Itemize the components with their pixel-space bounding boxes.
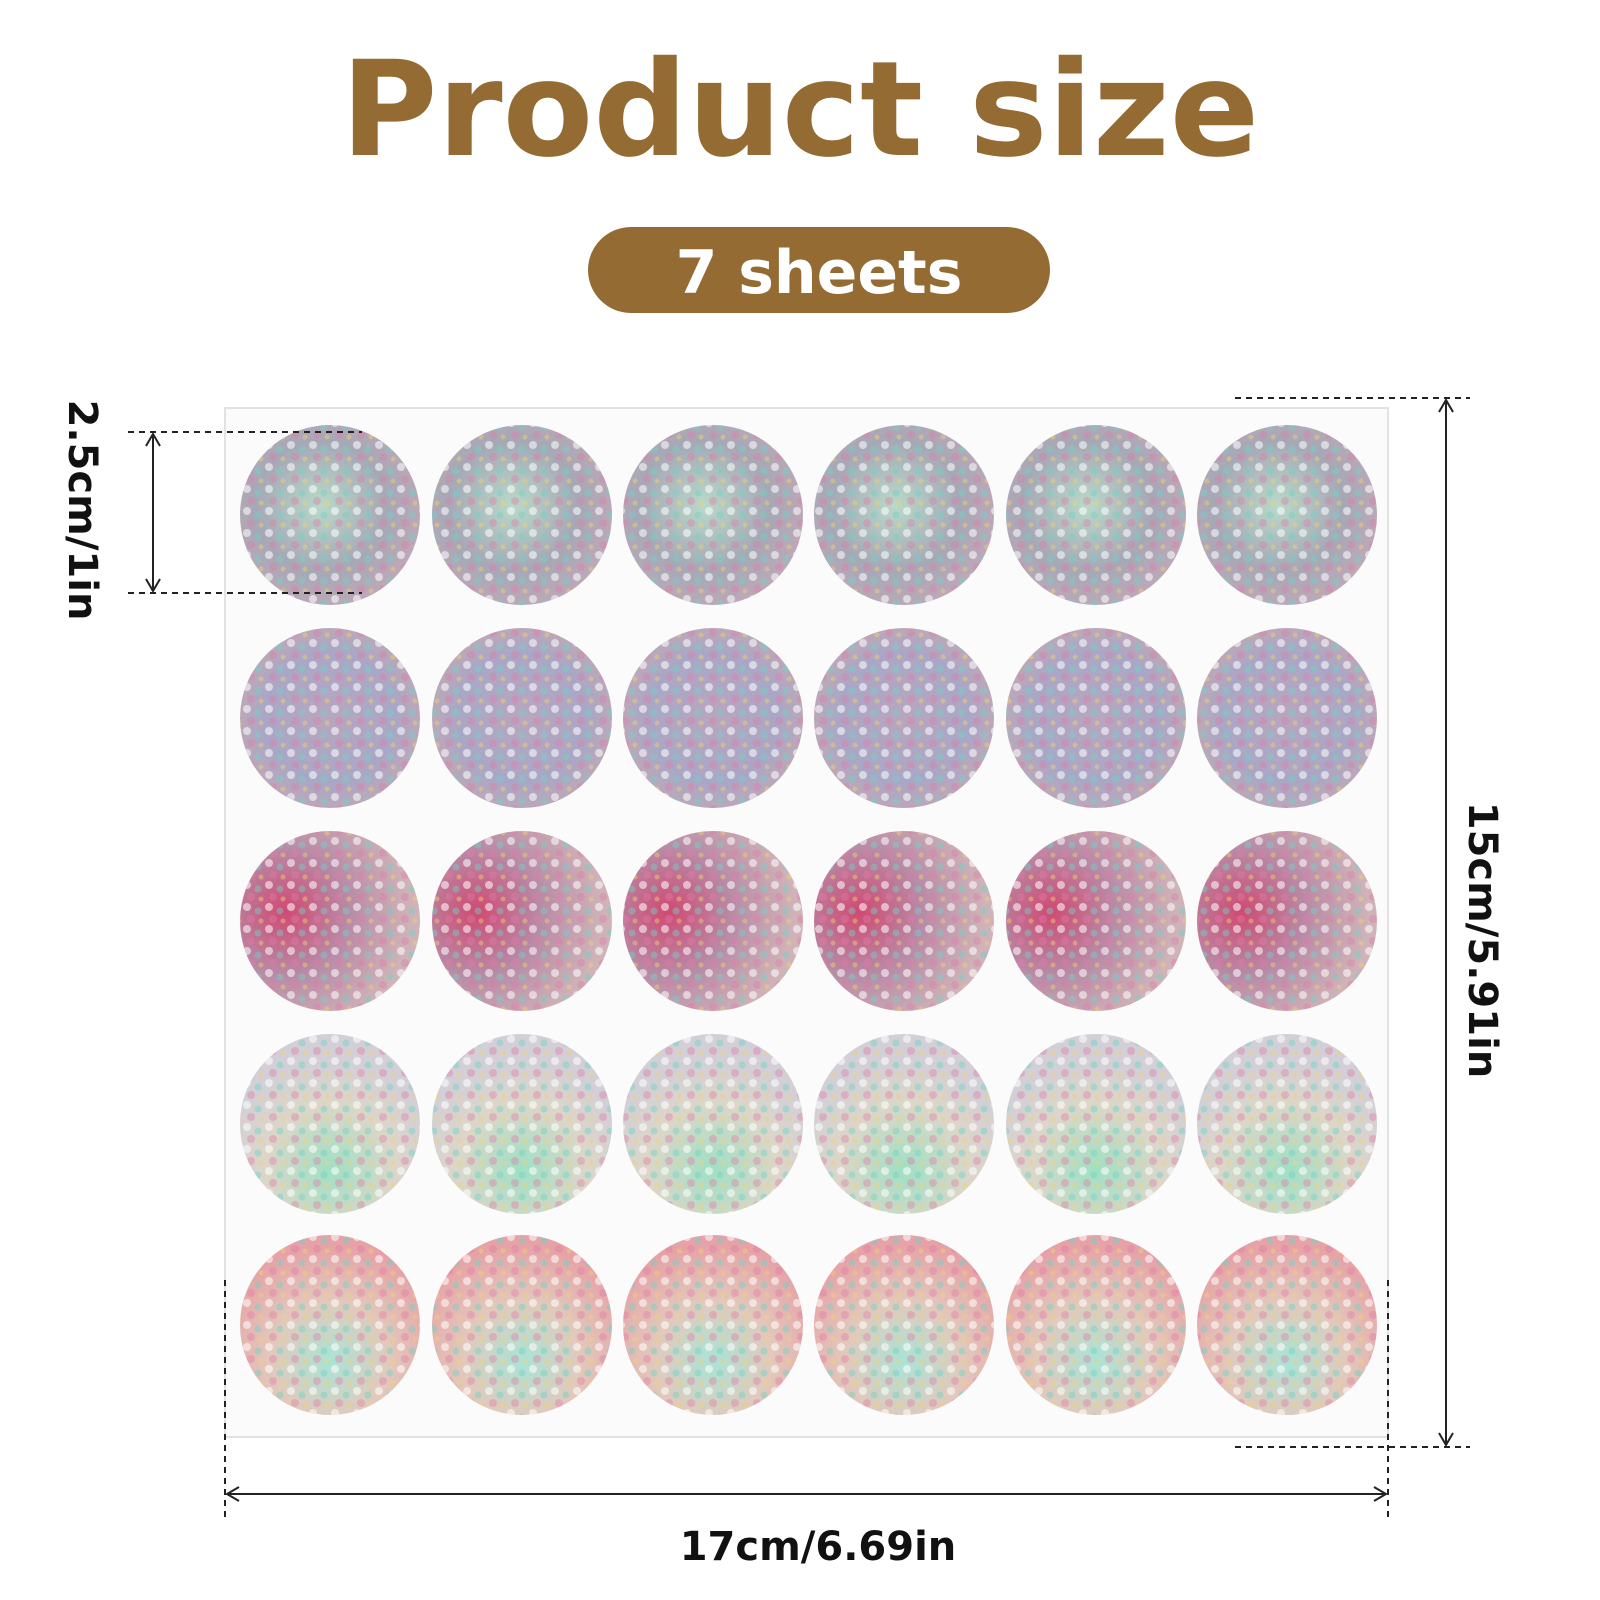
sticker (1006, 1034, 1186, 1214)
sticker (1197, 425, 1377, 605)
sticker (814, 1034, 994, 1214)
sticker (814, 628, 994, 808)
sticker (1006, 425, 1186, 605)
sticker (432, 831, 612, 1011)
sticker (1006, 1235, 1186, 1415)
sticker (1197, 1235, 1377, 1415)
sticker (1006, 831, 1186, 1011)
sticker (1197, 1034, 1377, 1214)
sticker (1006, 628, 1186, 808)
title: Product size (341, 33, 1259, 187)
arrow-heads (1438, 398, 1454, 1447)
arrow-heads (145, 432, 161, 593)
sticker (240, 831, 420, 1011)
sticker (623, 831, 803, 1011)
stickers (240, 425, 1377, 1415)
diameter-label: 2.5cm/1in (59, 400, 105, 621)
sticker (623, 425, 803, 605)
sticker (240, 1034, 420, 1214)
sticker (240, 1235, 420, 1415)
sticker (432, 1235, 612, 1415)
sticker (432, 1034, 612, 1214)
sticker (1197, 628, 1377, 808)
badge-text: 7 sheets (676, 238, 963, 308)
badge (588, 227, 1050, 313)
sticker (623, 1034, 803, 1214)
sticker (240, 425, 420, 605)
sticker (623, 1235, 803, 1415)
sticker (814, 425, 994, 605)
sticker (240, 628, 420, 808)
sticker (1197, 831, 1377, 1011)
arrow-heads (225, 1486, 1388, 1502)
sticker (623, 628, 803, 808)
height-label: 15cm/5.91in (1459, 802, 1505, 1079)
sticker (814, 1235, 994, 1415)
sticker (432, 425, 612, 605)
sticker (814, 831, 994, 1011)
sticker (432, 628, 612, 808)
width-label: 17cm/6.69in (680, 1524, 957, 1570)
